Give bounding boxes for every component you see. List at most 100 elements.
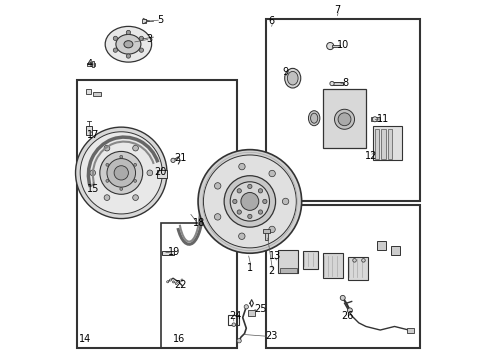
Bar [279,267,296,273]
Circle shape [90,170,95,176]
Circle shape [175,283,177,285]
Bar [376,241,385,249]
Bar [331,82,342,85]
Ellipse shape [287,71,298,85]
Circle shape [247,184,251,189]
Circle shape [268,170,275,177]
Text: 16: 16 [173,334,185,344]
Circle shape [106,180,108,182]
Bar [381,129,385,158]
Bar [372,126,401,160]
Circle shape [120,188,122,190]
Text: 1: 1 [246,262,253,273]
Circle shape [372,117,377,122]
Circle shape [352,258,356,262]
Bar [85,126,92,135]
Circle shape [134,163,136,166]
Bar [303,251,317,269]
Circle shape [258,189,262,193]
Ellipse shape [105,26,151,62]
Circle shape [361,258,365,262]
Circle shape [113,48,117,52]
Text: 4: 4 [86,59,93,69]
Circle shape [258,210,262,214]
Circle shape [147,170,152,176]
Circle shape [238,163,244,170]
Bar [228,315,239,325]
Text: 19: 19 [168,247,180,257]
Circle shape [106,163,108,166]
Bar [162,251,173,255]
Bar [347,257,367,280]
Text: 11: 11 [377,113,389,123]
Bar [157,170,166,178]
Text: 3: 3 [146,34,152,44]
Circle shape [237,210,241,214]
Circle shape [232,199,237,203]
Ellipse shape [123,41,133,48]
Circle shape [132,145,138,151]
Bar [387,129,391,158]
Text: 8: 8 [341,78,347,88]
Bar [278,249,298,273]
Text: 24: 24 [229,311,241,321]
Circle shape [113,36,117,41]
Text: 21: 21 [173,153,186,163]
Bar [370,117,380,121]
Bar [374,129,378,158]
Circle shape [181,279,183,281]
Circle shape [337,113,350,126]
Circle shape [334,109,354,129]
Circle shape [247,214,251,219]
Text: 14: 14 [79,334,91,344]
Text: 10: 10 [336,40,348,50]
Text: 12: 12 [365,151,377,161]
Bar [85,89,91,94]
Circle shape [329,81,333,86]
Circle shape [171,158,175,162]
Bar [264,231,268,240]
Text: 20: 20 [154,167,166,177]
Circle shape [134,180,136,182]
Circle shape [75,127,166,219]
Circle shape [139,36,143,41]
Circle shape [166,281,168,283]
Circle shape [178,280,180,283]
Bar [331,45,339,47]
Ellipse shape [310,113,317,123]
Circle shape [139,48,143,52]
Circle shape [237,339,241,343]
Circle shape [237,189,241,193]
Circle shape [326,42,333,50]
Bar [406,328,413,333]
Ellipse shape [116,35,141,54]
Text: 25: 25 [254,304,266,314]
Text: 17: 17 [86,130,99,140]
Circle shape [241,193,258,210]
Circle shape [231,323,235,327]
Circle shape [238,233,244,239]
Text: 18: 18 [193,218,205,228]
Bar [390,246,399,255]
Text: 13: 13 [268,251,281,261]
Circle shape [214,213,221,220]
Circle shape [100,152,142,194]
Circle shape [120,156,122,158]
Bar [92,62,94,67]
Bar [160,223,237,348]
Circle shape [172,281,174,283]
Bar [263,229,270,233]
Circle shape [282,198,288,204]
Bar [323,253,342,278]
Circle shape [214,183,221,189]
Circle shape [114,166,128,180]
Ellipse shape [308,111,319,126]
Text: 22: 22 [173,280,186,291]
Ellipse shape [284,68,300,88]
Bar [265,205,419,348]
Text: 9: 9 [282,67,288,77]
Circle shape [262,199,266,203]
Circle shape [224,176,275,227]
Text: 15: 15 [86,184,99,194]
Circle shape [340,296,345,300]
